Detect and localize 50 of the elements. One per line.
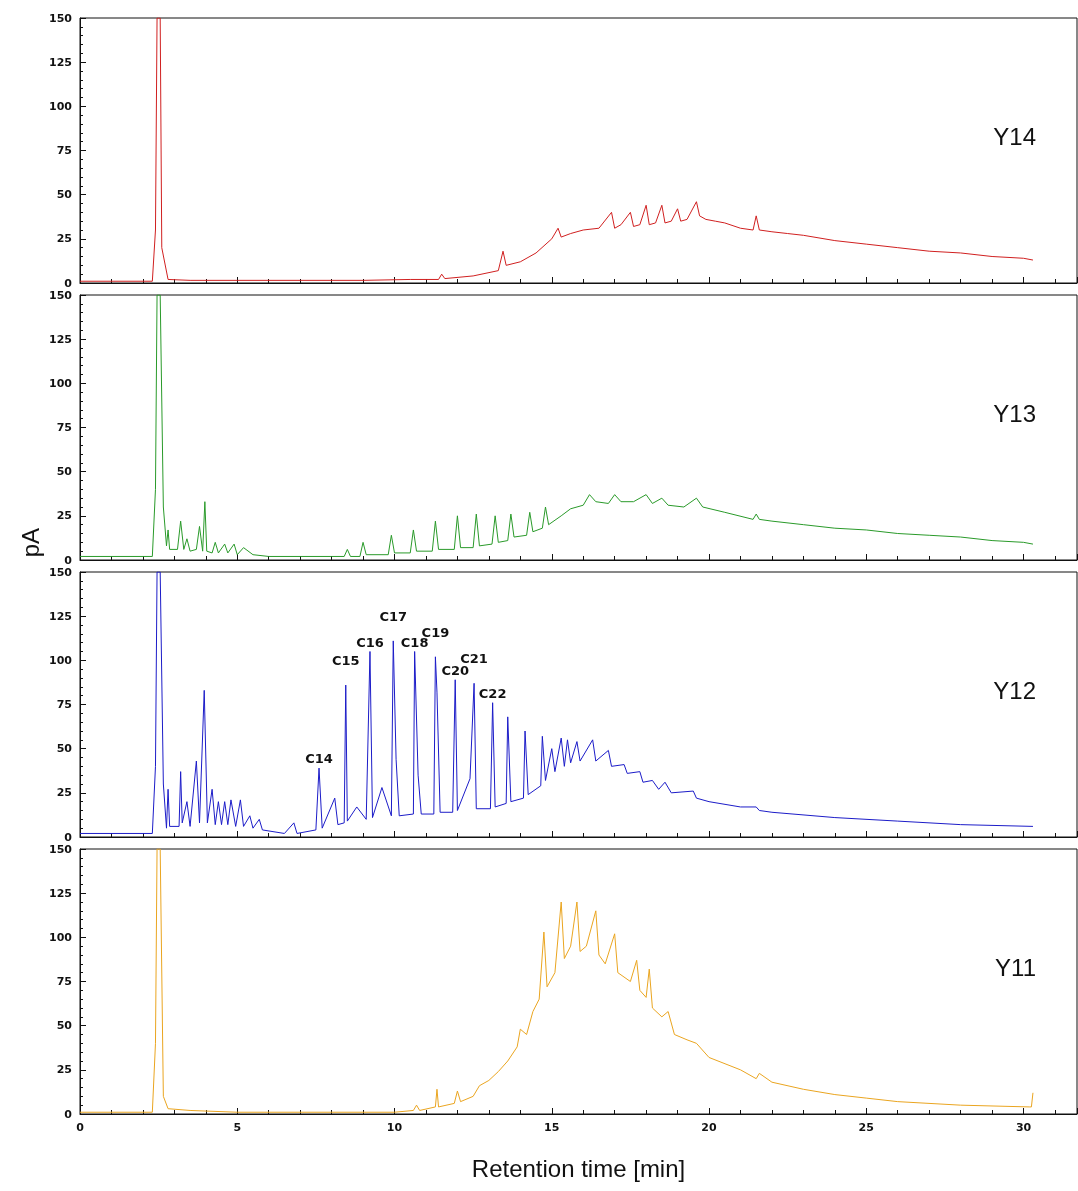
y-tick-label: 125 <box>49 55 72 69</box>
y-tick-label: 25 <box>56 509 72 523</box>
y-tick-label: 150 <box>49 288 73 302</box>
line-series <box>79 571 1034 834</box>
line-series <box>79 848 1034 1113</box>
x-axis-title: Retention time [min] <box>471 1154 686 1182</box>
line-series <box>79 294 1034 557</box>
y-tick-label: 100 <box>49 653 73 667</box>
annotation: C16 <box>356 634 384 650</box>
x-tick-label: 10 <box>386 1121 403 1134</box>
y-tick-label: 25 <box>56 232 72 246</box>
y-tick-label: 25 <box>56 786 72 800</box>
x-tick-label: 15 <box>544 1121 560 1134</box>
y-axis-title: pA <box>16 528 44 558</box>
x-tick-label: 30 <box>1015 1121 1032 1134</box>
y-tick-label: 50 <box>56 188 73 202</box>
y-tick-label: 0 <box>64 830 73 844</box>
x-tick-label: 20 <box>701 1121 718 1134</box>
y-tick-label: 50 <box>56 465 73 479</box>
y-tick-label: 25 <box>56 1063 72 1077</box>
annotation: Y12 <box>993 676 1036 704</box>
y-tick-label: 50 <box>56 1019 73 1033</box>
y-tick-label: 100 <box>49 930 73 944</box>
annotation: Y13 <box>993 399 1036 427</box>
annotation: C17 <box>379 608 408 624</box>
x-tick-label: 0 <box>76 1121 85 1134</box>
x-tick-label: 25 <box>858 1121 874 1134</box>
y-tick-label: 75 <box>56 698 72 711</box>
annotation: Y11 <box>995 953 1036 981</box>
annotation: C14 <box>305 751 333 767</box>
y-tick-label: 0 <box>64 553 73 567</box>
annotation: C15 <box>331 653 360 669</box>
y-tick-label: 75 <box>56 421 72 434</box>
y-tick-label: 75 <box>56 144 72 157</box>
y-tick-label: 125 <box>49 886 72 900</box>
y-tick-label: 125 <box>49 609 72 623</box>
y-tick-label: 0 <box>64 1107 73 1121</box>
y-tick-label: 0 <box>64 276 73 290</box>
y-tick-label: 125 <box>49 332 72 346</box>
annotation: Y14 <box>993 122 1036 150</box>
y-tick-label: 100 <box>49 99 73 113</box>
x-tick-label: 5 <box>233 1121 242 1134</box>
line-series <box>79 17 1034 282</box>
y-tick-label: 50 <box>56 742 73 756</box>
y-tick-label: 150 <box>49 11 73 25</box>
annotation: C22 <box>478 685 507 701</box>
y-tick-label: 100 <box>49 376 73 390</box>
y-tick-label: 150 <box>49 842 73 856</box>
y-tick-label: 75 <box>56 975 72 988</box>
y-tick-label: 150 <box>49 565 73 579</box>
